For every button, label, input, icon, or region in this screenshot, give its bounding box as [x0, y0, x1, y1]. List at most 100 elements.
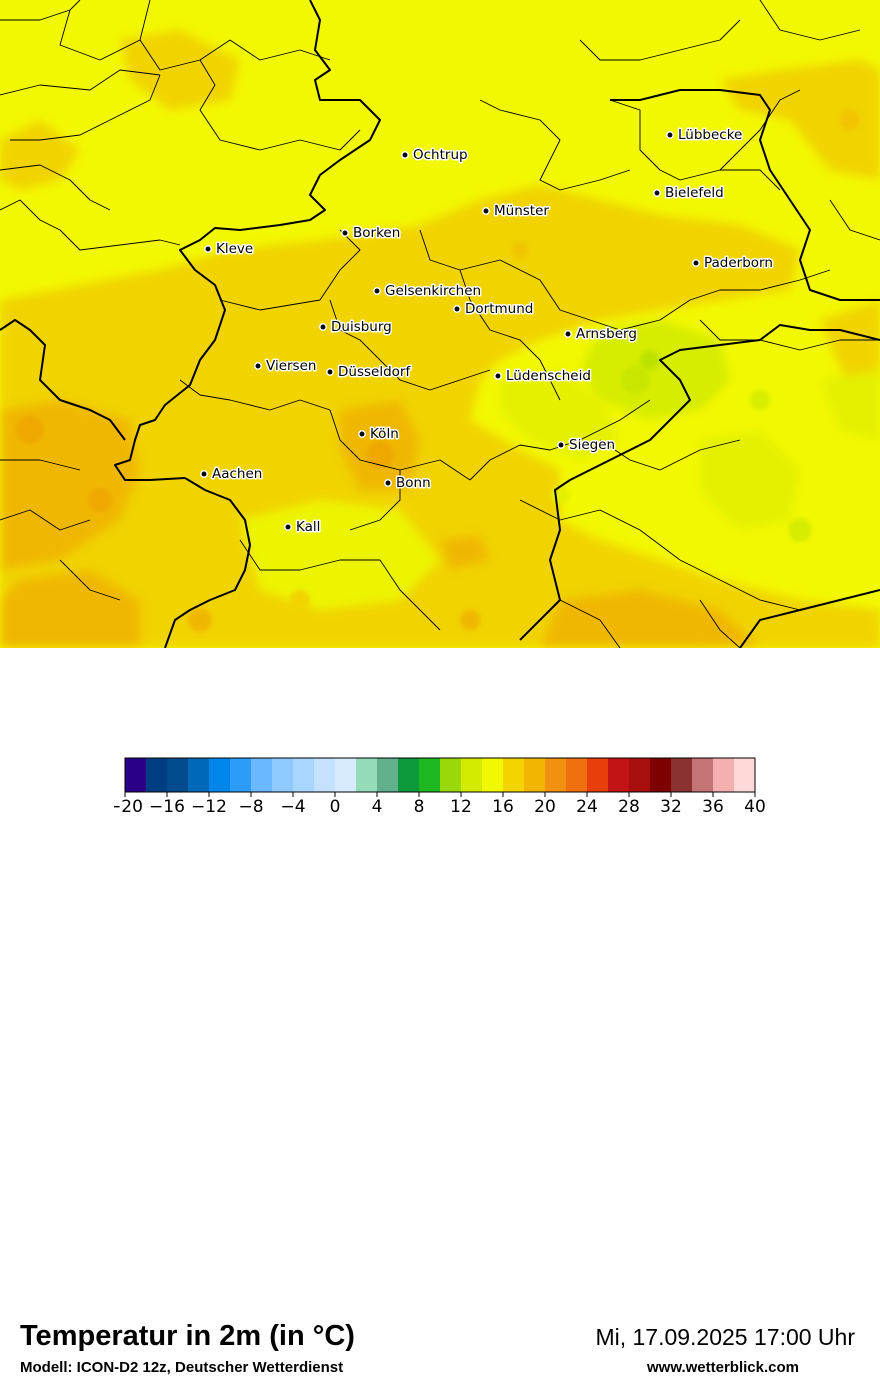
model-info: Modell: ICON-D2 12z, Deutscher Wetterdie…	[20, 1359, 344, 1376]
city-dot	[254, 362, 262, 370]
legend-swatch	[713, 758, 735, 792]
city-dot	[204, 245, 212, 253]
city-dot	[692, 259, 700, 267]
legend-swatch	[629, 758, 651, 792]
legend-swatch	[209, 758, 231, 792]
legend-tick-label: −8	[238, 797, 263, 817]
city-duisburg: Duisburg	[319, 318, 393, 337]
legend-tick-label: −20	[114, 797, 143, 817]
legend-swatch	[503, 758, 525, 792]
legend-swatch	[314, 758, 336, 792]
city-label: Paderborn	[704, 255, 773, 271]
city-dot	[666, 131, 674, 139]
legend-swatch	[671, 758, 693, 792]
city-label: Münster	[494, 203, 549, 219]
city-markers: Lübbecke Ochtrup Bielefeld Münster Borken Kle…	[200, 126, 774, 537]
city-label: Duisburg	[331, 319, 392, 335]
legend-swatch	[734, 758, 756, 792]
city-viersen: Viersen	[254, 357, 318, 376]
city-arnsberg: Arnsberg	[564, 325, 638, 344]
city-dot	[482, 207, 490, 215]
legend-tick-label: 16	[492, 797, 514, 817]
city-paderborn: Paderborn	[692, 254, 774, 273]
city-dot	[319, 323, 327, 331]
city-luebbecke: Lübbecke	[666, 126, 744, 145]
city-dot	[453, 305, 461, 313]
legend-tick-label: 36	[702, 797, 724, 817]
city-gelsenkirchen: Gelsenkirchen	[373, 282, 483, 301]
city-luedenscheid: Lüdenscheid	[494, 367, 592, 386]
legend-tick-label: 0	[330, 797, 341, 817]
legend-tick-label: 8	[414, 797, 425, 817]
city-label: Köln	[370, 426, 399, 442]
city-dot	[341, 229, 349, 237]
temperature-speckles	[16, 110, 860, 640]
city-bielefeld: Bielefeld	[653, 184, 725, 203]
city-bonn: Bonn	[384, 474, 432, 493]
legend-swatch	[398, 758, 420, 792]
legend-swatch	[335, 758, 357, 792]
city-dot	[564, 330, 572, 338]
legend-swatch	[419, 758, 441, 792]
legend-swatch	[608, 758, 630, 792]
city-dot	[358, 430, 366, 438]
city-label: Siegen	[569, 437, 615, 453]
city-label: Lübbecke	[678, 127, 742, 143]
legend-tick-label: 4	[372, 797, 383, 817]
map-title: Temperatur in 2m (in °C)	[20, 1320, 355, 1352]
legend-swatch	[356, 758, 378, 792]
legend-swatch	[440, 758, 462, 792]
legend-swatch	[524, 758, 546, 792]
legend-swatches	[124, 757, 756, 793]
legend-swatch	[587, 758, 609, 792]
city-dortmund: Dortmund	[453, 300, 535, 319]
legend-tick-label: 24	[576, 797, 598, 817]
legend-swatch	[692, 758, 714, 792]
city-label: Dortmund	[465, 301, 533, 317]
legend-swatch	[188, 758, 210, 792]
legend-swatch	[482, 758, 504, 792]
legend-ticks: −20 −16 −12 −8 −4 0 4 8 12 16 20 24 28 32 36 40	[114, 792, 766, 817]
legend-swatch	[293, 758, 315, 792]
legend-swatch	[125, 758, 147, 792]
city-dot	[373, 287, 381, 295]
legend-swatch	[230, 758, 252, 792]
city-dot	[284, 523, 292, 531]
temperature-map: Lübbecke Ochtrup Bielefeld Münster Borken Kle…	[0, 0, 880, 648]
legend-swatch	[545, 758, 567, 792]
legend-swatch	[566, 758, 588, 792]
legend-tick-label: −12	[191, 797, 227, 817]
legend-tick-label: −4	[280, 797, 305, 817]
district-borders	[0, 0, 880, 648]
state-borders	[0, 0, 880, 648]
color-legend: −20 −16 −12 −8 −4 0 4 8 12 16 20 24 28 32 36 40	[114, 757, 766, 817]
legend-tick-label: −16	[149, 797, 185, 817]
city-borken: Borken	[341, 224, 402, 243]
city-siegen: Siegen	[557, 436, 617, 455]
legend-swatch	[650, 758, 672, 792]
city-muenster: Münster	[482, 202, 551, 221]
city-label: Bonn	[396, 475, 431, 491]
legend-tick-label: 32	[660, 797, 682, 817]
city-aachen: Aachen	[200, 465, 264, 484]
valid-time: Mi, 17.09.2025 17:00 Uhr	[595, 1324, 855, 1350]
city-label: Bielefeld	[665, 185, 724, 201]
website-link[interactable]: www.wetterblick.com	[647, 1359, 799, 1376]
legend-tick-label: 28	[618, 797, 640, 817]
city-label: Aachen	[212, 466, 262, 482]
legend-border	[124, 757, 756, 793]
city-label: Düsseldorf	[338, 364, 411, 380]
city-label: Viersen	[266, 358, 316, 374]
city-dot	[653, 189, 661, 197]
city-dot	[557, 441, 565, 449]
city-dot	[200, 470, 208, 478]
city-dot	[494, 372, 502, 380]
city-label: Borken	[353, 225, 400, 241]
city-kleve: Kleve	[204, 240, 255, 259]
city-dot	[326, 368, 334, 376]
legend-swatch	[272, 758, 294, 792]
city-label: Lüdenscheid	[506, 368, 591, 384]
city-label: Kall	[296, 519, 320, 535]
city-ochtrup: Ochtrup	[401, 146, 469, 165]
legend-tick-label: 20	[534, 797, 556, 817]
